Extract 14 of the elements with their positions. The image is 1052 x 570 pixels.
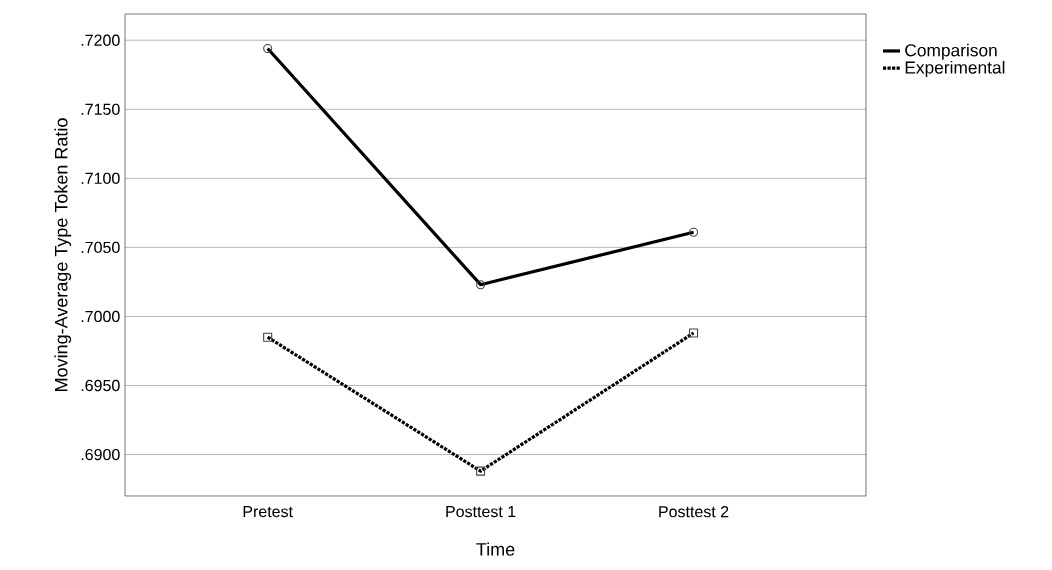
x-tick-label: Posttest 2 <box>659 506 729 518</box>
y-tick-label: .7050 <box>81 241 120 254</box>
legend-label: Comparison <box>905 43 997 60</box>
y-tick-label: .6950 <box>81 379 120 392</box>
y-tick-label: .7100 <box>81 172 120 184</box>
legend-label: Experimental <box>905 60 1005 78</box>
y-tick-label: .6900 <box>81 448 120 461</box>
x-axis-title: Time <box>476 542 515 556</box>
y-tick-label: .7000 <box>81 310 120 323</box>
x-tick-label: Posttest 1 <box>446 506 516 518</box>
y-tick-label: .7150 <box>81 103 120 115</box>
y-axis-title: Moving-Average Type Token Ratio <box>54 118 72 391</box>
x-tick-label: Pretest <box>243 506 293 518</box>
y-tick-label: .7200 <box>81 34 120 46</box>
